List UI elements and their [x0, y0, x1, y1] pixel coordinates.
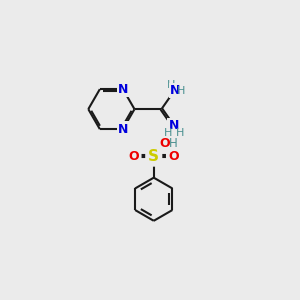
Text: H: H [169, 136, 178, 150]
Text: S: S [148, 148, 159, 164]
Text: O: O [169, 150, 179, 163]
Text: N: N [170, 84, 181, 97]
Text: H: H [177, 86, 186, 96]
Text: H: H [176, 128, 184, 138]
Text: O: O [159, 136, 170, 150]
Text: H: H [164, 128, 172, 138]
Text: O: O [128, 150, 139, 163]
Text: H: H [167, 80, 176, 90]
Text: N: N [118, 123, 128, 136]
Text: N: N [169, 119, 179, 132]
Text: N: N [118, 82, 128, 96]
